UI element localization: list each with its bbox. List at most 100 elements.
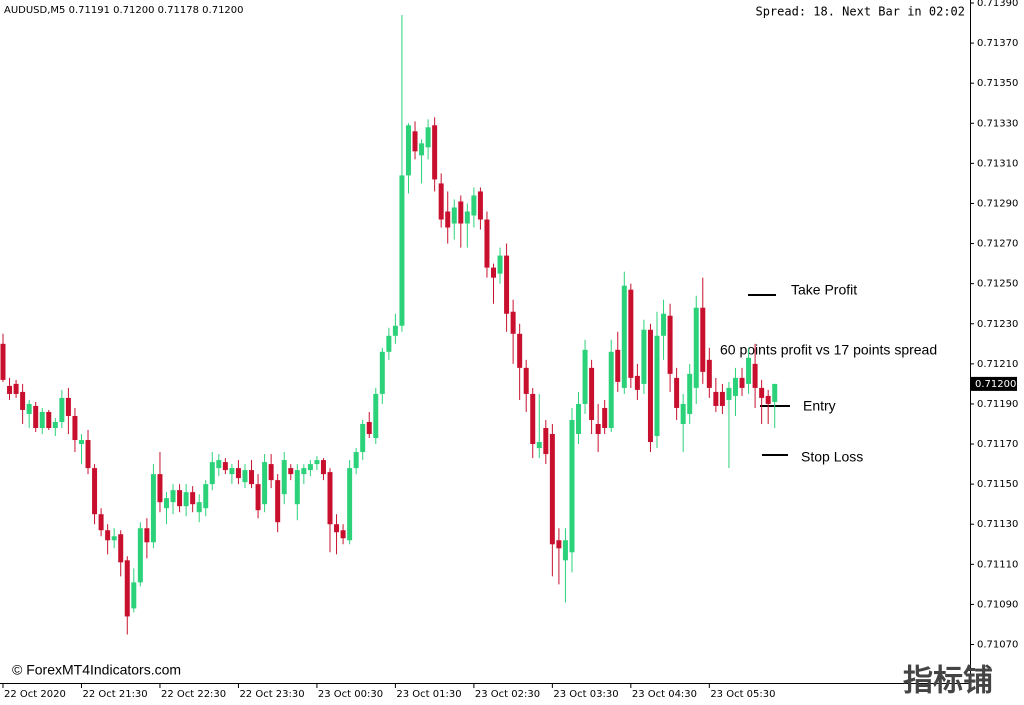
candle-body bbox=[72, 415, 78, 441]
candle-body bbox=[52, 421, 58, 429]
candle-body bbox=[327, 472, 333, 525]
candle-body bbox=[419, 143, 425, 156]
candle-body bbox=[281, 460, 287, 495]
x-tick-label: 23 Oct 02:30 bbox=[475, 689, 540, 700]
candle-body bbox=[556, 540, 562, 549]
candle-body bbox=[739, 377, 745, 388]
candle-body bbox=[530, 393, 536, 445]
candle-body bbox=[399, 175, 405, 326]
candle-body bbox=[0, 343, 6, 380]
candle-body bbox=[255, 484, 261, 511]
candle-body bbox=[582, 349, 588, 404]
candle-body bbox=[706, 359, 712, 388]
candle-body bbox=[314, 460, 320, 465]
y-tick-label: 0.71270 bbox=[977, 239, 1018, 250]
candle-body bbox=[602, 407, 608, 429]
y-tick-label: 0.71070 bbox=[977, 640, 1018, 651]
candle-body bbox=[150, 474, 156, 543]
status: Spread: 18. Next Bar in 02:02 bbox=[755, 5, 965, 19]
candle-body bbox=[366, 421, 372, 435]
candle-body bbox=[268, 464, 274, 481]
y-tick-label: 0.71090 bbox=[977, 599, 1018, 610]
y-tick-label: 0.71230 bbox=[977, 319, 1018, 330]
candle-body bbox=[301, 468, 307, 475]
candle-body bbox=[118, 534, 124, 563]
candle-body bbox=[589, 367, 595, 420]
watermark: © ForexMT4Indicators.com bbox=[12, 662, 181, 678]
candle-body bbox=[608, 351, 614, 429]
x-tick-label: 23 Oct 00:30 bbox=[318, 689, 383, 700]
candle-body bbox=[412, 131, 418, 152]
x-tick-label: 22 Oct 22:30 bbox=[161, 689, 226, 700]
candle-body bbox=[523, 367, 529, 394]
candle-body bbox=[491, 267, 496, 278]
candle-body bbox=[392, 325, 398, 336]
candle-body bbox=[438, 183, 444, 220]
candle-body bbox=[275, 480, 281, 523]
candle-body bbox=[320, 460, 326, 475]
candle-body bbox=[307, 464, 313, 471]
candle-body bbox=[137, 528, 143, 583]
candle-body bbox=[634, 375, 640, 390]
candle-body bbox=[425, 127, 431, 148]
candle-body bbox=[242, 470, 248, 483]
candle-body bbox=[680, 403, 686, 424]
x-tick-label: 23 Oct 03:30 bbox=[553, 689, 618, 700]
candle-body bbox=[497, 255, 503, 274]
candle-body bbox=[105, 530, 111, 541]
candle-body bbox=[726, 387, 732, 400]
candle-body bbox=[157, 474, 163, 503]
current-price-label: 0.71200 bbox=[975, 379, 1016, 390]
candle-body bbox=[765, 395, 771, 404]
candle-body bbox=[445, 211, 451, 228]
candle-body bbox=[222, 462, 228, 471]
candle-body bbox=[190, 492, 196, 505]
candle-body bbox=[595, 423, 601, 435]
candle-body bbox=[249, 470, 255, 485]
candle-body bbox=[65, 397, 71, 416]
y-tick-label: 0.71130 bbox=[977, 519, 1018, 530]
candle-body bbox=[536, 442, 542, 449]
y-tick-label: 0.71350 bbox=[977, 78, 1018, 89]
candle-body bbox=[687, 373, 693, 414]
candle-body bbox=[98, 514, 104, 531]
current-price-box bbox=[971, 376, 1017, 391]
candle-body bbox=[458, 201, 464, 224]
candle-body bbox=[661, 313, 667, 336]
x-tick-label: 22 Oct 2020 bbox=[4, 689, 66, 700]
candle-body bbox=[752, 363, 758, 388]
annotation: Entry bbox=[803, 398, 836, 414]
candle-body bbox=[46, 411, 52, 429]
candle-body bbox=[78, 440, 84, 445]
candle-body bbox=[732, 377, 738, 396]
candle-body bbox=[386, 335, 392, 352]
candle-body bbox=[235, 468, 241, 479]
candle-body bbox=[209, 462, 215, 485]
y-tick-label: 0.71330 bbox=[977, 118, 1018, 129]
candle-body bbox=[615, 349, 621, 382]
candle-body bbox=[294, 470, 300, 505]
logo: 指标铺 bbox=[903, 664, 993, 699]
candle-body bbox=[772, 383, 778, 402]
x-tick-label: 23 Oct 04:30 bbox=[632, 689, 697, 700]
candle-body bbox=[647, 329, 653, 443]
y-tick-label: 0.71190 bbox=[977, 399, 1018, 410]
y-tick-label: 0.71250 bbox=[977, 279, 1018, 290]
y-tick-label: 0.71390 bbox=[977, 0, 1018, 9]
candle-body bbox=[39, 411, 45, 429]
candle-body bbox=[92, 468, 98, 515]
candle-body bbox=[353, 452, 359, 469]
candle-body bbox=[164, 498, 169, 509]
candle-body bbox=[504, 255, 510, 314]
candle-body bbox=[26, 403, 32, 414]
candle-body bbox=[471, 195, 477, 216]
candle-body bbox=[510, 311, 516, 334]
x-tick-label: 23 Oct 01:30 bbox=[396, 689, 461, 700]
candle-body bbox=[484, 219, 490, 268]
candle-body bbox=[360, 423, 366, 453]
candle-body bbox=[746, 357, 752, 384]
candle-body bbox=[144, 528, 150, 543]
candle-body bbox=[569, 419, 575, 553]
y-tick-label: 0.71150 bbox=[977, 479, 1018, 490]
